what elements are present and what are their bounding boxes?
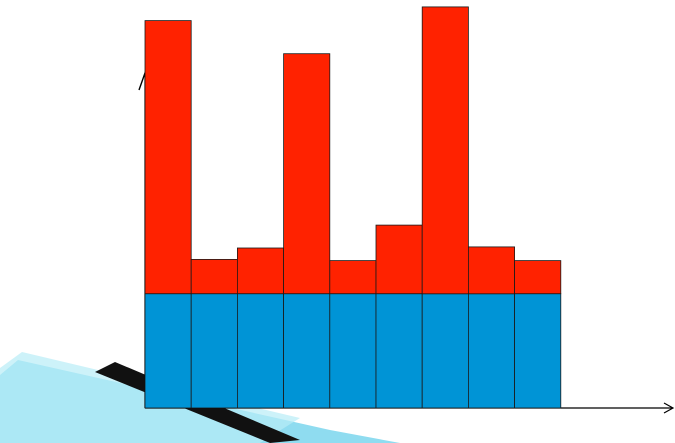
bar-6-segment-bottom	[375, 293, 423, 409]
bar-2-segment-bottom	[190, 293, 238, 409]
bar-4-segment-top	[283, 53, 331, 295]
bar-5-segment-top	[329, 260, 377, 295]
bar-9-segment-top	[514, 260, 562, 295]
bar-8-segment-bottom	[467, 293, 515, 409]
bar-3-segment-top	[236, 247, 284, 295]
bar-2-segment-top	[190, 258, 238, 295]
bar-8-segment-top	[467, 246, 515, 295]
bar-7-segment-top	[421, 6, 469, 295]
bar-3-segment-bottom	[236, 293, 284, 409]
bar-9-segment-bottom	[514, 293, 562, 409]
bar-1-segment-top	[144, 20, 192, 295]
chart-bars	[144, 6, 562, 409]
bar-1-segment-bottom	[144, 293, 192, 409]
x-axis-arrow	[663, 402, 675, 414]
bar-7-segment-bottom	[421, 293, 469, 409]
bar-5-segment-bottom	[329, 293, 377, 409]
bar-4-segment-bottom	[283, 293, 331, 409]
bar-6-segment-top	[375, 224, 423, 295]
